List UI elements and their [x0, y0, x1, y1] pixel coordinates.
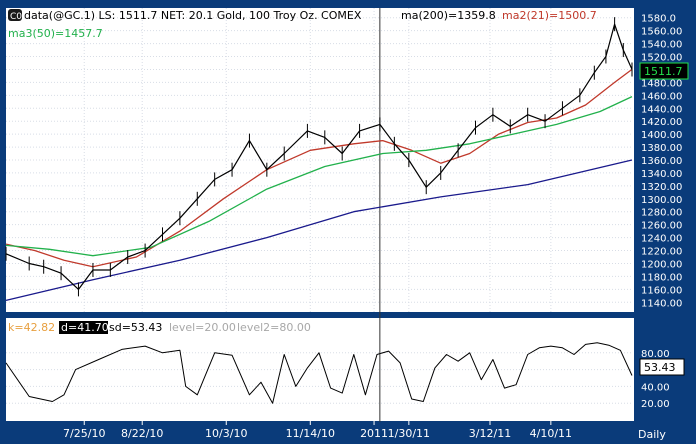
osc-tick-label: 80.00 — [641, 349, 670, 360]
oscillator-series — [5, 342, 633, 404]
price-tick-label: 1280.00 — [641, 208, 682, 219]
time-tick-label: 8/22/10 — [121, 427, 163, 440]
price-tick-label: 1220.00 — [641, 247, 682, 258]
price-tick-label: 1320.00 — [641, 182, 682, 193]
price-tick-label: 1180.00 — [641, 272, 682, 283]
last-price-tag — [639, 62, 689, 80]
level-label: level=20.00 — [169, 321, 236, 334]
price-gridlines — [6, 8, 632, 312]
price-tick-label: 1140.00 — [641, 298, 682, 309]
price-tick-label: 1380.00 — [641, 143, 682, 154]
price-tick-label: 1520.00 — [641, 53, 682, 64]
ma21-line — [5, 68, 633, 268]
time-axis: 7/25/10 8/22/10 10/3/10 11/14/10 2011 1/30/11… — [63, 421, 572, 440]
time-tick-label: 2011 — [360, 427, 388, 440]
price-tick-label: 1400.00 — [641, 130, 682, 141]
time-tick-label: 10/3/10 — [205, 427, 247, 440]
price-tick-label: 1540.00 — [641, 40, 682, 51]
oscillator-pane — [6, 318, 634, 421]
price-tick-label: 1580.0 — [641, 14, 676, 25]
ma21-label: ma2(21)=1500.7 — [502, 9, 597, 22]
price-tick-label: 1340.00 — [641, 169, 682, 180]
stoch-sd-label: sd=53.43 — [109, 321, 162, 334]
ma50-label: ma3(50)=1457.7 — [8, 27, 103, 40]
symbol-badge-text: C0 — [10, 12, 22, 22]
price-tick-label: 1300.00 — [641, 195, 682, 206]
osc-tick-label: 20.00 — [641, 399, 670, 410]
symbol-badge — [8, 9, 22, 21]
price-series — [5, 17, 633, 302]
stoch-value: 53.43 — [644, 361, 676, 374]
price-pane — [6, 8, 634, 312]
price-tick-label: 1240.00 — [641, 234, 682, 245]
price-tick-label: 1460.00 — [641, 91, 682, 102]
stoch-d-highlight — [59, 321, 108, 334]
time-tick-label: 11/14/10 — [286, 427, 335, 440]
stoch-value-tag — [639, 358, 685, 376]
price-tick-label: 1360.00 — [641, 156, 682, 167]
price-tick-label: 1260.00 — [641, 221, 682, 232]
ma200-label: ma(200)=1359.8 — [401, 9, 496, 22]
price-tick-label: 1440.00 — [641, 104, 682, 115]
ma200-line — [5, 159, 633, 302]
stoch-k-label: k=42.82 — [8, 321, 55, 334]
price-tick-label: 1160.00 — [641, 285, 682, 296]
timeframe-label: Daily — [638, 428, 666, 441]
level2-label: level2=80.00 — [237, 321, 311, 334]
time-tick-label: 3/12/11 — [469, 427, 511, 440]
header-symbol-info: data(@GC.1) LS: 1511.7 NET: 20.1 Gold, 1… — [24, 9, 362, 22]
stoch-d-label: d=41.70 — [61, 321, 109, 334]
price-tick-label: 1560.00 — [641, 27, 682, 38]
time-tick-label: 1/30/11 — [388, 427, 430, 440]
stoch-sd-line — [5, 342, 633, 404]
time-tick-label: 4/10/11 — [530, 427, 572, 440]
last-price-value: 1511.7 — [644, 65, 683, 78]
ma50-line — [5, 96, 633, 257]
time-tick-label: 7/25/10 — [63, 427, 105, 440]
price-tick-label: 1200.00 — [641, 259, 682, 270]
price-tick-label: 1480.00 — [641, 78, 682, 89]
osc-tick-label: 40.00 — [641, 382, 670, 393]
price-tick-label: 1420.00 — [641, 117, 682, 128]
